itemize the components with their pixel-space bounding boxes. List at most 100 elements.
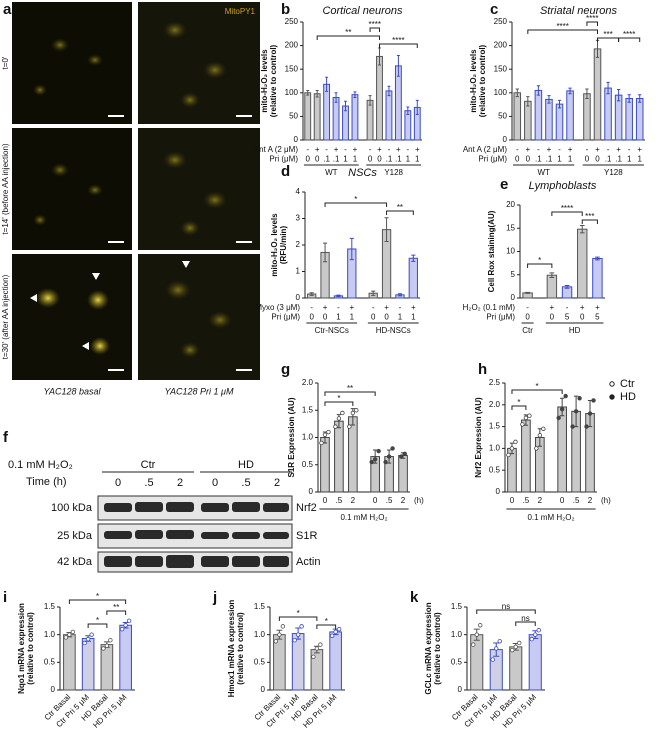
y-tick-label: 0 <box>296 293 301 302</box>
bar <box>329 631 342 691</box>
error-bar <box>549 272 555 279</box>
y-axis-label: (RFU/min) <box>279 226 288 265</box>
y-tick-label: 0 <box>511 293 516 302</box>
bar <box>100 644 114 691</box>
y-tick-label: 50 <box>498 112 507 121</box>
row-value: - <box>628 145 631 154</box>
data-point <box>340 410 345 416</box>
row-value: 1 <box>398 313 403 322</box>
bar <box>119 624 132 691</box>
row-value: 1 <box>637 155 642 164</box>
significance-label: * <box>535 382 538 391</box>
x-tick-label: .5 <box>573 496 580 505</box>
data-point <box>541 426 546 431</box>
bar <box>604 87 612 141</box>
data-point <box>292 638 297 643</box>
group-label: HD-NSCs <box>376 326 411 335</box>
data-point <box>497 639 502 644</box>
bar <box>513 92 522 141</box>
legend-marker <box>609 394 615 400</box>
group-label: Ctr <box>141 459 156 471</box>
significance-label: * <box>354 195 357 204</box>
row-value: + <box>547 145 552 154</box>
significance-bracket <box>618 37 641 42</box>
error-bar <box>579 224 585 234</box>
significance-bracket <box>278 616 318 621</box>
row-value: + <box>349 303 354 312</box>
significance-label: **** <box>392 36 404 45</box>
group-label: Y128 <box>604 168 623 177</box>
micrograph <box>12 254 132 380</box>
data-point <box>314 646 320 651</box>
bar <box>577 228 588 299</box>
x-tick-label: 0 <box>510 496 515 505</box>
error-bar <box>526 96 530 107</box>
chart-title: Striatal neurons <box>540 5 618 17</box>
x-tick-label: 2 <box>401 496 406 505</box>
significance-label: ** <box>397 203 403 212</box>
significance-label: **** <box>556 22 568 31</box>
row-value: + <box>525 145 530 154</box>
significance-bracket <box>106 610 127 615</box>
y-tick-label: 15 <box>506 223 515 232</box>
micrograph <box>138 2 260 124</box>
data-point <box>333 629 338 635</box>
significance-label: * <box>325 617 328 626</box>
significance-bracket <box>379 43 418 48</box>
x-tick-label: 0 <box>560 496 565 505</box>
significance-bracket <box>515 621 536 626</box>
bands <box>104 502 289 568</box>
row-value: 0 <box>585 155 590 164</box>
bar <box>546 274 558 299</box>
data-point <box>559 406 565 412</box>
y-axis-label: S1R Expression (AU) <box>287 397 296 477</box>
x-axis-label: 0.1 mM H₂O₂ <box>340 513 387 522</box>
time-value: .5 <box>241 477 250 489</box>
y-axis-label: mito-H₂O₂ levels <box>469 49 478 113</box>
error-bar <box>387 85 391 97</box>
data-point <box>322 432 328 437</box>
error-bar <box>396 55 400 77</box>
row-value: - <box>306 145 309 154</box>
time-label: Time (h) <box>26 476 67 488</box>
significance-label: ** <box>345 28 351 37</box>
y-tick-label: 0.5 <box>489 465 501 474</box>
stain-label: MitoPY1 <box>225 7 256 16</box>
error-bar <box>322 242 328 263</box>
data-point <box>329 633 335 638</box>
error-bar <box>411 254 416 262</box>
bar <box>635 97 644 141</box>
y-tick-label: 2.0 <box>302 378 314 387</box>
significance-label: ns <box>502 602 510 611</box>
data-point <box>369 459 374 465</box>
row-value: 1 <box>627 155 632 164</box>
bar <box>545 98 553 141</box>
chart-title: Lymphoblasts <box>529 180 597 192</box>
row-value: - <box>310 303 313 312</box>
row-value: 0 <box>309 313 314 322</box>
row-value: - <box>516 145 519 154</box>
row-label: Ant A (2 μM) <box>463 145 508 154</box>
panel-letter: c <box>490 1 498 18</box>
row-value: + <box>415 145 420 154</box>
y-tick-label: 1.5 <box>489 422 501 431</box>
y-tick-label: 1 <box>296 267 301 276</box>
error-bar <box>397 293 403 297</box>
panel-letter: f <box>3 429 9 446</box>
row-value: 0 <box>315 155 320 164</box>
row-value: 0 <box>384 313 389 322</box>
y-tick-label: 250 <box>285 17 299 26</box>
data-point <box>471 642 476 647</box>
data-point <box>577 396 582 401</box>
bar <box>366 99 374 141</box>
x-axis-label: 0.1 mM H₂O₂ <box>527 513 574 522</box>
significance-bracket <box>511 389 563 394</box>
scale-bars <box>108 115 252 371</box>
row-value: 1 <box>411 313 416 322</box>
time-label: t=30' (after AA injection) <box>1 274 10 359</box>
data-point <box>350 410 356 416</box>
data-point <box>336 416 342 421</box>
data-point <box>63 635 69 640</box>
time-value: 0 <box>115 477 121 489</box>
